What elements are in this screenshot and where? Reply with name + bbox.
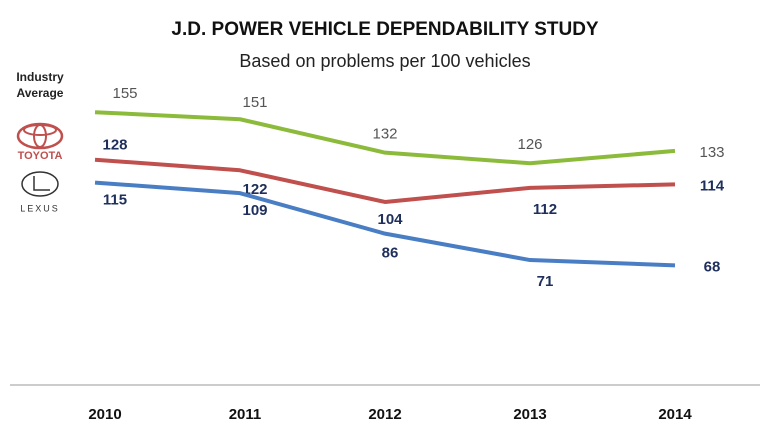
data-label: 126 bbox=[517, 136, 542, 153]
legend-label: TOYOTA bbox=[18, 150, 63, 162]
data-label: 104 bbox=[377, 211, 403, 228]
data-label: 112 bbox=[533, 201, 557, 218]
line bbox=[94, 157, 676, 204]
data-label: 109 bbox=[242, 202, 267, 219]
data-label: 115 bbox=[103, 192, 127, 209]
x-tick-label: 2014 bbox=[658, 406, 692, 423]
line bbox=[94, 180, 676, 268]
data-label: 132 bbox=[372, 126, 397, 143]
toyota-logo bbox=[23, 124, 57, 136]
data-label: 155 bbox=[112, 85, 137, 102]
data-label: 133 bbox=[699, 144, 724, 161]
legend-label: LEXUS bbox=[20, 203, 60, 213]
line bbox=[94, 110, 676, 166]
legend-label: Industry Average bbox=[16, 70, 64, 100]
data-label: 114 bbox=[700, 177, 725, 194]
data-label: 128 bbox=[102, 137, 127, 154]
lexus-logo bbox=[21, 171, 59, 197]
x-tick-label: 2011 bbox=[229, 406, 262, 423]
data-label: 151 bbox=[242, 94, 267, 111]
data-label: 86 bbox=[382, 245, 399, 262]
x-tick-label: 2010 bbox=[88, 406, 121, 423]
data-label: 71 bbox=[537, 273, 554, 290]
x-tick-label: 2012 bbox=[368, 406, 401, 423]
data-label: 68 bbox=[704, 258, 721, 275]
x-tick-label: 2013 bbox=[513, 406, 546, 423]
chart-title: J.D. POWER VEHICLE DEPENDABILITY STUDY bbox=[171, 19, 599, 40]
chart-subtitle: Based on problems per 100 vehicles bbox=[239, 51, 530, 71]
lexus-logo bbox=[33, 176, 50, 191]
